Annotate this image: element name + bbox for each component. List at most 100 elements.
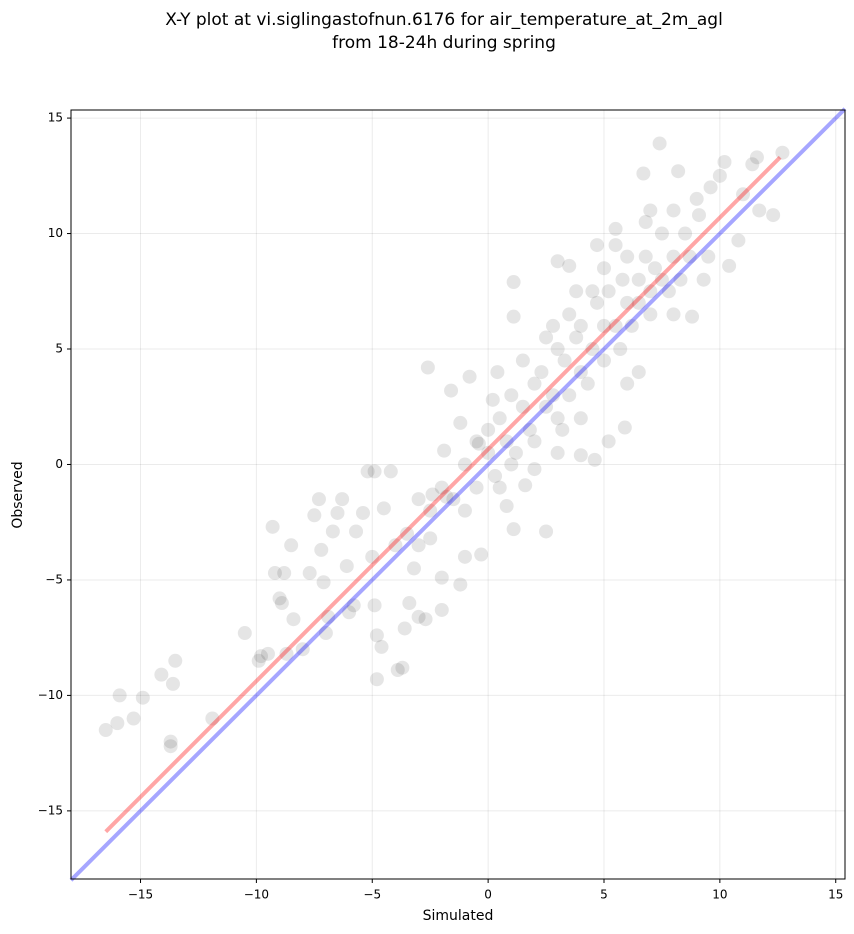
point bbox=[418, 612, 433, 627]
point bbox=[205, 711, 220, 726]
point bbox=[420, 360, 435, 375]
point bbox=[508, 445, 523, 460]
point bbox=[397, 621, 412, 636]
point bbox=[518, 478, 533, 493]
point bbox=[522, 422, 537, 437]
point bbox=[666, 203, 681, 218]
point bbox=[126, 711, 141, 726]
x-tick-label: −10 bbox=[244, 888, 269, 902]
point bbox=[539, 399, 554, 414]
point bbox=[453, 415, 468, 430]
point bbox=[562, 258, 577, 273]
point bbox=[481, 445, 496, 460]
point bbox=[643, 307, 658, 322]
point bbox=[504, 388, 519, 403]
point bbox=[318, 626, 333, 641]
point bbox=[701, 249, 716, 264]
point bbox=[689, 191, 704, 206]
point bbox=[367, 598, 382, 613]
point bbox=[661, 284, 676, 299]
point bbox=[488, 469, 503, 484]
y-tick-label: −15 bbox=[38, 803, 63, 817]
point bbox=[469, 480, 484, 495]
x-tick-label: −5 bbox=[363, 888, 381, 902]
point bbox=[457, 503, 472, 518]
point bbox=[485, 392, 500, 407]
point bbox=[330, 505, 345, 520]
point bbox=[573, 318, 588, 333]
x-tick-label: −15 bbox=[128, 888, 153, 902]
point bbox=[613, 342, 628, 357]
point bbox=[550, 445, 565, 460]
point bbox=[395, 660, 410, 675]
point bbox=[527, 462, 542, 477]
point bbox=[717, 154, 732, 169]
x-axis-label: Simulated bbox=[423, 908, 494, 924]
point bbox=[342, 605, 357, 620]
point bbox=[251, 653, 266, 668]
point bbox=[736, 187, 751, 202]
point bbox=[492, 480, 507, 495]
point bbox=[286, 612, 301, 627]
point bbox=[325, 524, 340, 539]
point bbox=[168, 653, 183, 668]
point bbox=[557, 353, 572, 368]
point bbox=[527, 434, 542, 449]
point bbox=[617, 420, 632, 435]
point bbox=[437, 443, 452, 458]
point bbox=[703, 180, 718, 195]
chart-title: from 18-24h during spring bbox=[332, 33, 556, 53]
point bbox=[638, 215, 653, 230]
point bbox=[749, 150, 764, 165]
point bbox=[260, 646, 275, 661]
point bbox=[425, 487, 440, 502]
point bbox=[608, 318, 623, 333]
point bbox=[654, 272, 669, 287]
y-tick-label: −10 bbox=[38, 688, 63, 702]
point bbox=[499, 434, 514, 449]
point bbox=[267, 566, 282, 581]
point bbox=[272, 591, 287, 606]
point bbox=[112, 688, 127, 703]
point bbox=[274, 596, 289, 611]
point bbox=[585, 342, 600, 357]
point bbox=[163, 734, 178, 749]
point bbox=[411, 609, 426, 624]
point bbox=[135, 690, 150, 705]
point bbox=[346, 598, 361, 613]
y-tick-label: −5 bbox=[45, 572, 63, 586]
point bbox=[453, 577, 468, 592]
point bbox=[360, 464, 375, 479]
point bbox=[506, 275, 521, 290]
point bbox=[615, 272, 630, 287]
point bbox=[696, 272, 711, 287]
chart-title: X-Y plot at vi.siglingastofnun.6176 for … bbox=[165, 10, 723, 30]
point bbox=[562, 388, 577, 403]
point bbox=[365, 549, 380, 564]
point bbox=[457, 549, 472, 564]
point bbox=[596, 318, 611, 333]
point bbox=[434, 480, 449, 495]
point bbox=[469, 434, 484, 449]
point bbox=[752, 203, 767, 218]
y-tick-label: 0 bbox=[55, 457, 63, 471]
point bbox=[539, 524, 554, 539]
point bbox=[154, 667, 169, 682]
point bbox=[506, 522, 521, 537]
point bbox=[499, 499, 514, 514]
point bbox=[596, 261, 611, 276]
point bbox=[423, 503, 438, 518]
point bbox=[643, 203, 658, 218]
point bbox=[423, 531, 438, 546]
x-tick-label: 5 bbox=[600, 888, 608, 902]
point bbox=[620, 249, 635, 264]
point bbox=[307, 508, 322, 523]
point bbox=[647, 261, 662, 276]
point bbox=[590, 295, 605, 310]
point bbox=[546, 388, 561, 403]
point bbox=[446, 492, 461, 507]
point bbox=[682, 249, 697, 264]
point bbox=[390, 663, 405, 678]
point bbox=[434, 570, 449, 585]
point bbox=[316, 575, 331, 590]
